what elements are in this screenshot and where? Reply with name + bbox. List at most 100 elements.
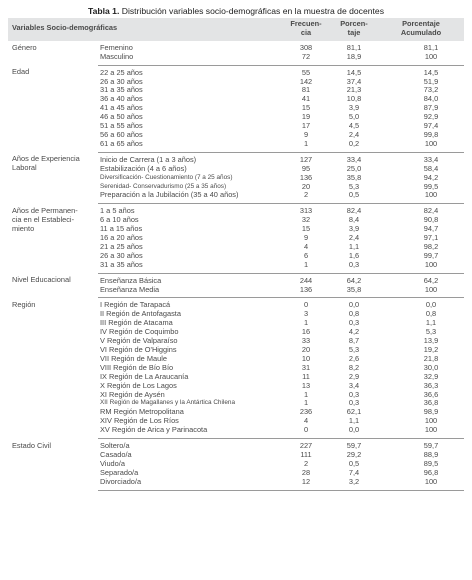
cumulative-cell: 51,9 <box>423 76 439 86</box>
table-row: VI Región de O'Higgins 20 5,3 19,2 <box>8 345 464 355</box>
header-variable: Variables Socio-demográficas <box>12 23 118 33</box>
category-cell: 46 a 50 años <box>100 112 143 122</box>
frequency-cell: 81 <box>301 85 311 95</box>
table-row: 56 a 60 años 9 2,4 99,8 <box>8 129 464 140</box>
frequency-cell: 1 <box>303 398 309 408</box>
variable-group: Años de Experiencia Laboral Inicio de Car… <box>8 152 464 205</box>
table-row: VIII Región de Bío Bío 31 8,2 30,0 <box>8 362 464 373</box>
frequency-cell: 136 <box>299 172 313 182</box>
table-row: X Región de Los Lagos 13 3,4 36,3 <box>8 380 464 391</box>
percentage-cell: 18,9 <box>330 52 378 66</box>
frequency-cell: 136 <box>282 285 330 299</box>
cumulative-cell: 97,1 <box>423 233 439 243</box>
category-cell: 16 a 20 años <box>100 233 143 243</box>
cumulative-cell: 92,9 <box>423 112 439 122</box>
percentage-cell: 2,6 <box>348 353 360 363</box>
category-cell: 56 a 60 años <box>100 129 143 139</box>
percentage-cell: 1,1 <box>348 416 360 426</box>
percentage-cell: 2,4 <box>348 129 360 139</box>
category-cell: 36 a 40 años <box>100 94 143 104</box>
percentage-cell: 4,5 <box>348 121 360 131</box>
frequency-cell: 12 <box>282 477 330 491</box>
percentage-cell: 82,4 <box>346 206 362 216</box>
table-row: V Región de Valparaíso 33 8,7 13,9 <box>8 336 464 346</box>
category-cell: II Región de Antofagasta <box>100 309 181 319</box>
table-row: 46 a 50 años 19 5,0 92,9 <box>8 112 464 122</box>
cumulative-cell: 96,8 <box>423 467 439 477</box>
cumulative-cell: 13,9 <box>423 336 439 346</box>
category-cell: I Región de Tarapacá <box>100 300 171 310</box>
table-row: 6 a 10 años 32 8,4 90,8 <box>8 215 464 225</box>
frequency-cell: 0 <box>303 300 309 310</box>
cumulative-cell: 99,7 <box>423 250 439 260</box>
frequency-cell: 1 <box>303 389 309 399</box>
frequency-cell: 4 <box>303 241 309 251</box>
table-title-text: Distribución variables socio-demográfica… <box>121 6 384 16</box>
category-cell: XII Región de Magallanes y la Antártica … <box>100 399 235 407</box>
percentage-cell: 14,5 <box>346 67 362 77</box>
percentage-cell: 0,5 <box>330 190 378 205</box>
category-cell: VI Región de O'Higgins <box>100 345 177 354</box>
frequency-cell: 0 <box>282 425 330 440</box>
variable-label: Región <box>12 299 36 309</box>
variable-group: Edad 22 a 25 años 55 14,5 14,5 26 a 30 años 14… <box>8 65 464 153</box>
table-row: Serenidad- Conservadurismo (25 a 35 años… <box>8 181 464 192</box>
percentage-cell: 4,2 <box>348 327 360 337</box>
frequency-cell: 33 <box>301 336 311 346</box>
table-row: 61 a 65 años 1 0,2 100 <box>8 139 464 153</box>
percentage-cell: 10,8 <box>346 94 362 104</box>
variable-label: Género <box>12 42 37 52</box>
table-header: Variables Socio-demográficas Frecuen- ci… <box>8 18 464 41</box>
sociodemographic-table: Variables Socio-demográficas Frecuen- ci… <box>8 18 464 491</box>
frequency-cell: 111 <box>300 449 312 459</box>
cumulative-cell: 100 <box>424 416 438 426</box>
category-cell: Separado/a <box>100 467 139 477</box>
cumulative-cell: 100 <box>378 425 464 440</box>
frequency-cell: 28 <box>301 467 311 477</box>
frequency-cell: 236 <box>299 407 313 417</box>
cumulative-cell: 30,0 <box>423 362 439 372</box>
cumulative-cell: 97,4 <box>423 121 439 131</box>
frequency-cell: 1 <box>282 260 330 274</box>
cumulative-cell: 90,8 <box>423 215 439 225</box>
percentage-cell: 8,7 <box>348 336 360 346</box>
category-cell: XI Región de Aysén <box>100 389 165 399</box>
category-cell: 6 a 10 años <box>100 215 139 225</box>
category-cell: IX Región de La Araucanía <box>100 371 189 381</box>
table-row: Separado/a 28 7,4 96,8 <box>8 467 464 478</box>
table-row: 11 a 15 años 15 3,9 94,7 <box>8 224 464 234</box>
percentage-cell: 5,3 <box>348 345 360 354</box>
percentage-cell: 62,1 <box>346 407 362 417</box>
percentage-cell: 3,2 <box>330 477 378 491</box>
category-cell: Enseñanza Media <box>98 285 282 299</box>
table-row: 21 a 25 años 4 1,1 98,2 <box>8 241 464 252</box>
cumulative-cell: 14,5 <box>423 67 439 77</box>
variable-group: Años de Permanen- cia en el Estableci- m… <box>8 204 464 274</box>
frequency-cell: 31 <box>301 362 311 372</box>
category-cell: Inicio de Carrera (1 a 3 años) <box>100 154 197 164</box>
frequency-cell: 4 <box>303 416 309 426</box>
cumulative-cell: 81,1 <box>423 42 439 52</box>
cumulative-cell: 0,0 <box>425 300 437 310</box>
table-row: Casado/a 111 29,2 88,9 <box>8 449 464 460</box>
table-row: VII Región de Maule 10 2,6 21,8 <box>8 353 464 364</box>
cumulative-cell: 100 <box>378 285 464 299</box>
table-row: XII Región de Magallanes y la Antártica … <box>8 399 464 408</box>
table-row: 26 a 30 años 142 37,4 51,9 <box>8 76 464 87</box>
frequency-cell: 13 <box>301 380 311 390</box>
percentage-cell: 0,3 <box>348 318 360 328</box>
cumulative-cell: 100 <box>378 139 464 153</box>
frequency-cell: 127 <box>299 154 313 164</box>
category-cell: 21 a 25 años <box>100 241 143 251</box>
frequency-cell: 32 <box>301 215 311 225</box>
category-cell: Estabilización (4 a 6 años) <box>100 163 187 173</box>
percentage-cell: 3,9 <box>348 224 360 234</box>
percentage-cell: 21,3 <box>346 85 362 95</box>
frequency-cell: 20 <box>301 181 311 191</box>
percentage-cell: 5,0 <box>348 112 360 122</box>
table-row: Divorciado/a 12 3,2 100 <box>8 477 464 491</box>
category-cell: XIV Región de Los Ríos <box>100 416 179 426</box>
percentage-cell: 0,8 <box>348 309 360 319</box>
percentage-cell: 33,4 <box>346 154 362 164</box>
variable-label: Estado Civil <box>12 440 52 450</box>
